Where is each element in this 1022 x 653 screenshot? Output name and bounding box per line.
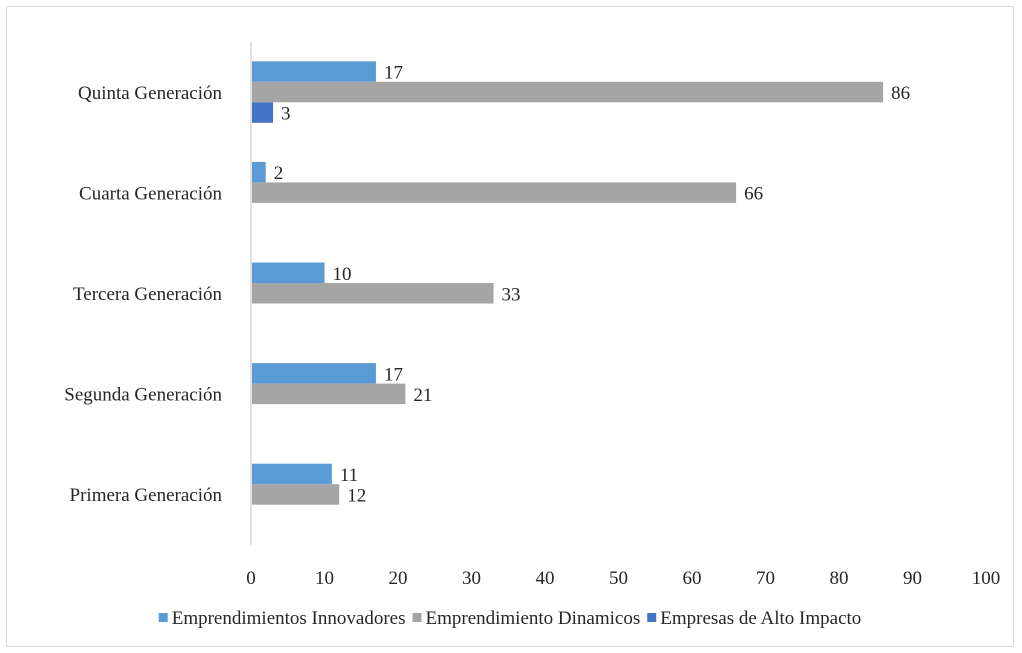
bar-emprendimientos-innovadores-segunda-generacion <box>252 363 376 384</box>
data-label-emprendimientos-innovadores-quinta-generacion: 17 <box>384 63 403 84</box>
category-label-segunda-generacion: Segunda Generación <box>64 385 222 406</box>
data-label-emprendimientos-innovadores-tercera-generacion: 10 <box>333 264 352 285</box>
x-tick-label-80: 80 <box>830 568 849 589</box>
legend: Emprendimientos Innovadores Emprendimient… <box>158 608 861 629</box>
category-label-tercera-generacion: Tercera Generación <box>73 284 222 305</box>
bar-emprendimiento-dinamicos-tercera-generacion <box>252 283 494 304</box>
x-tick-label-10: 10 <box>315 568 334 589</box>
legend-label-emprendimiento-dinamicos: Emprendimiento Dinamicos <box>425 608 640 629</box>
bars <box>252 61 884 505</box>
legend-item-emprendimiento-dinamicos: Emprendimiento Dinamicos <box>412 608 640 629</box>
category-label-quinta-generacion: Quinta Generación <box>78 83 223 104</box>
bar-emprendimiento-dinamicos-quinta-generacion <box>252 81 884 103</box>
x-tick-label-20: 20 <box>389 568 408 589</box>
x-tick-label-40: 40 <box>536 568 555 589</box>
bar-emprendimientos-innovadores-quinta-generacion <box>252 61 376 82</box>
bar-emprendimientos-innovadores-tercera-generacion <box>252 262 325 283</box>
x-tick-label-60: 60 <box>683 568 702 589</box>
category-label-cuarta-generacion: Cuarta Generación <box>79 183 222 204</box>
x-tick-label-70: 70 <box>756 568 775 589</box>
legend-label-emprendimientos-innovadores: Emprendimientos Innovadores <box>172 608 406 629</box>
chart-frame <box>6 6 1014 647</box>
legend-swatch-emprendimiento-dinamicos <box>412 613 422 622</box>
data-label-emprendimientos-innovadores-cuarta-generacion: 2 <box>274 163 284 184</box>
data-label-emprendimiento-dinamicos-primera-generacion: 12 <box>347 485 366 506</box>
data-label-emprendimientos-innovadores-segunda-generacion: 17 <box>384 364 403 385</box>
bar-emprendimiento-dinamicos-primera-generacion <box>252 484 340 505</box>
x-tick-label-50: 50 <box>609 568 628 589</box>
bar-emprendimiento-dinamicos-segunda-generacion <box>252 383 406 405</box>
category-label-primera-generacion: Primera Generación <box>70 485 223 506</box>
bar-emprendimiento-dinamicos-cuarta-generacion <box>252 182 737 203</box>
bar-emprendimientos-innovadores-cuarta-generacion <box>252 161 266 183</box>
legend-swatch-emprendimientos-innovadores <box>158 613 168 622</box>
x-tick-label-0: 0 <box>246 568 256 589</box>
x-tick-label-30: 30 <box>462 568 481 589</box>
data-label-empresas-de-alto-impacto-quinta-generacion: 3 <box>281 104 291 125</box>
data-label-emprendimientos-innovadores-primera-generacion: 11 <box>340 465 358 486</box>
data-label-emprendimiento-dinamicos-quinta-generacion: 86 <box>891 83 910 104</box>
x-tick-label-100: 100 <box>972 568 1001 589</box>
legend-label-empresas-de-alto-impacto: Empresas de Alto Impacto <box>660 608 861 629</box>
category-labels: Primera Generación Segunda Generación Terc… <box>64 83 222 506</box>
value-axis-tick-labels: 0 10 20 30 40 50 60 70 80 90 100 <box>246 568 1000 589</box>
legend-item-emprendimientos-innovadores: Emprendimientos Innovadores <box>158 608 406 629</box>
legend-swatch-empresas-de-alto-impacto <box>647 613 657 622</box>
bar-emprendimientos-innovadores-primera-generacion <box>252 463 332 485</box>
bar-empresas-de-alto-impacto-quinta-generacion <box>252 102 274 123</box>
x-tick-label-90: 90 <box>903 568 922 589</box>
data-label-emprendimiento-dinamicos-tercera-generacion: 33 <box>502 284 521 305</box>
data-label-emprendimiento-dinamicos-cuarta-generacion: 66 <box>744 184 763 205</box>
data-label-emprendimiento-dinamicos-segunda-generacion: 21 <box>413 385 432 406</box>
legend-item-empresas-de-alto-impacto: Empresas de Alto Impacto <box>647 608 861 629</box>
